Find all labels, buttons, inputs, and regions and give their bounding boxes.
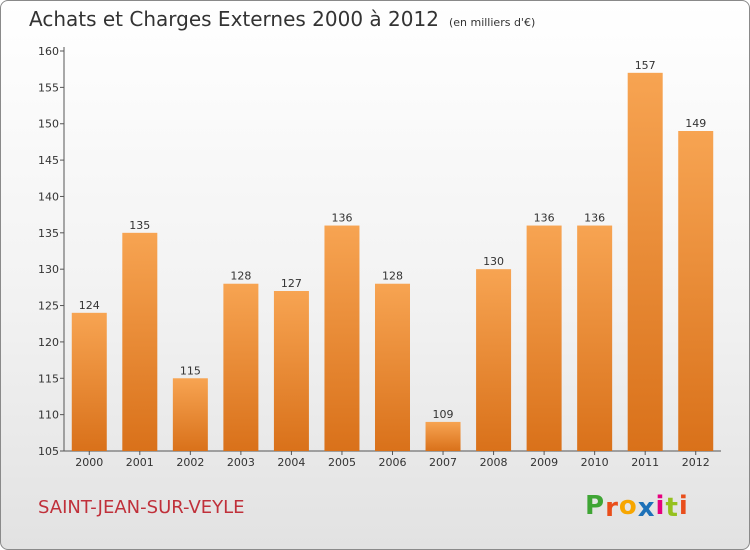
y-tick-label: 140 — [38, 190, 59, 203]
chart-title-text: Achats et Charges Externes 2000 à 2012 — [29, 7, 439, 31]
bar — [71, 312, 107, 451]
logo-letter: o — [618, 491, 638, 521]
logo-letter: P — [585, 491, 606, 521]
x-tick-label: 2003 — [227, 456, 255, 469]
logo-letter: t — [665, 493, 679, 523]
bar — [273, 291, 309, 451]
x-tick-label: 2005 — [328, 456, 356, 469]
logo-letter: r — [605, 493, 619, 523]
data-label: 124 — [79, 299, 100, 312]
data-label: 136 — [331, 212, 352, 225]
x-tick-label: 2007 — [429, 456, 457, 469]
y-tick-label: 150 — [38, 118, 59, 131]
proxiti-logo: Proxiti — [585, 491, 689, 523]
data-label: 135 — [129, 219, 150, 232]
y-tick-label: 105 — [38, 445, 59, 458]
x-tick-label: 2011 — [631, 456, 659, 469]
bar — [223, 283, 259, 451]
city-name: SAINT-JEAN-SUR-VEYLE — [38, 497, 245, 518]
x-tick-label: 2000 — [75, 456, 103, 469]
x-tick-label: 2010 — [581, 456, 609, 469]
chart-title: Achats et Charges Externes 2000 à 2012 (e… — [29, 7, 535, 31]
data-label: 128 — [230, 270, 251, 283]
x-tick-label: 2008 — [480, 456, 508, 469]
bar — [678, 131, 714, 451]
y-tick-label: 135 — [38, 227, 59, 240]
data-label: 157 — [635, 59, 656, 72]
data-label: 109 — [433, 408, 454, 421]
bars — [71, 72, 714, 452]
data-label: 136 — [534, 212, 555, 225]
y-tick-label: 120 — [38, 336, 59, 349]
data-label: 127 — [281, 277, 302, 290]
y-tick-label: 145 — [38, 154, 59, 167]
data-label: 128 — [382, 270, 403, 283]
y-tick-label: 160 — [38, 45, 59, 58]
y-tick-label: 130 — [38, 263, 59, 276]
x-tick-label: 2004 — [277, 456, 305, 469]
logo-letter: i — [678, 491, 689, 521]
bar — [627, 72, 663, 452]
x-tick-label: 2001 — [126, 456, 154, 469]
y-tick-label: 110 — [38, 409, 59, 422]
logo-letter: x — [637, 493, 656, 523]
bar — [577, 225, 613, 451]
x-tick-label: 2009 — [530, 456, 558, 469]
data-label: 136 — [584, 212, 605, 225]
logo-letter: i — [655, 491, 666, 521]
y-tick-label: 115 — [38, 372, 59, 385]
y-tick-label: 155 — [38, 81, 59, 94]
x-tick-label: 2002 — [176, 456, 204, 469]
chart-subtitle: (en milliers d'€) — [448, 16, 536, 29]
bar — [425, 421, 461, 451]
y-tick-label: 125 — [38, 300, 59, 313]
bar — [375, 283, 410, 451]
bar — [476, 269, 512, 451]
bar — [122, 232, 158, 451]
bar — [172, 378, 208, 451]
bar — [324, 225, 360, 451]
x-tick-label: 2006 — [379, 456, 407, 469]
axes: 105 110 115 120 125 130 135 140 145 150 155 160 2000… — [38, 45, 721, 469]
data-label: 149 — [685, 117, 706, 130]
data-labels: 124 135 115 128 127 136 128 109 130 136 136 157 149 — [79, 59, 706, 421]
x-tick-label: 2012 — [682, 456, 710, 469]
bar — [526, 225, 562, 451]
data-label: 130 — [483, 255, 504, 268]
data-label: 115 — [180, 364, 201, 377]
